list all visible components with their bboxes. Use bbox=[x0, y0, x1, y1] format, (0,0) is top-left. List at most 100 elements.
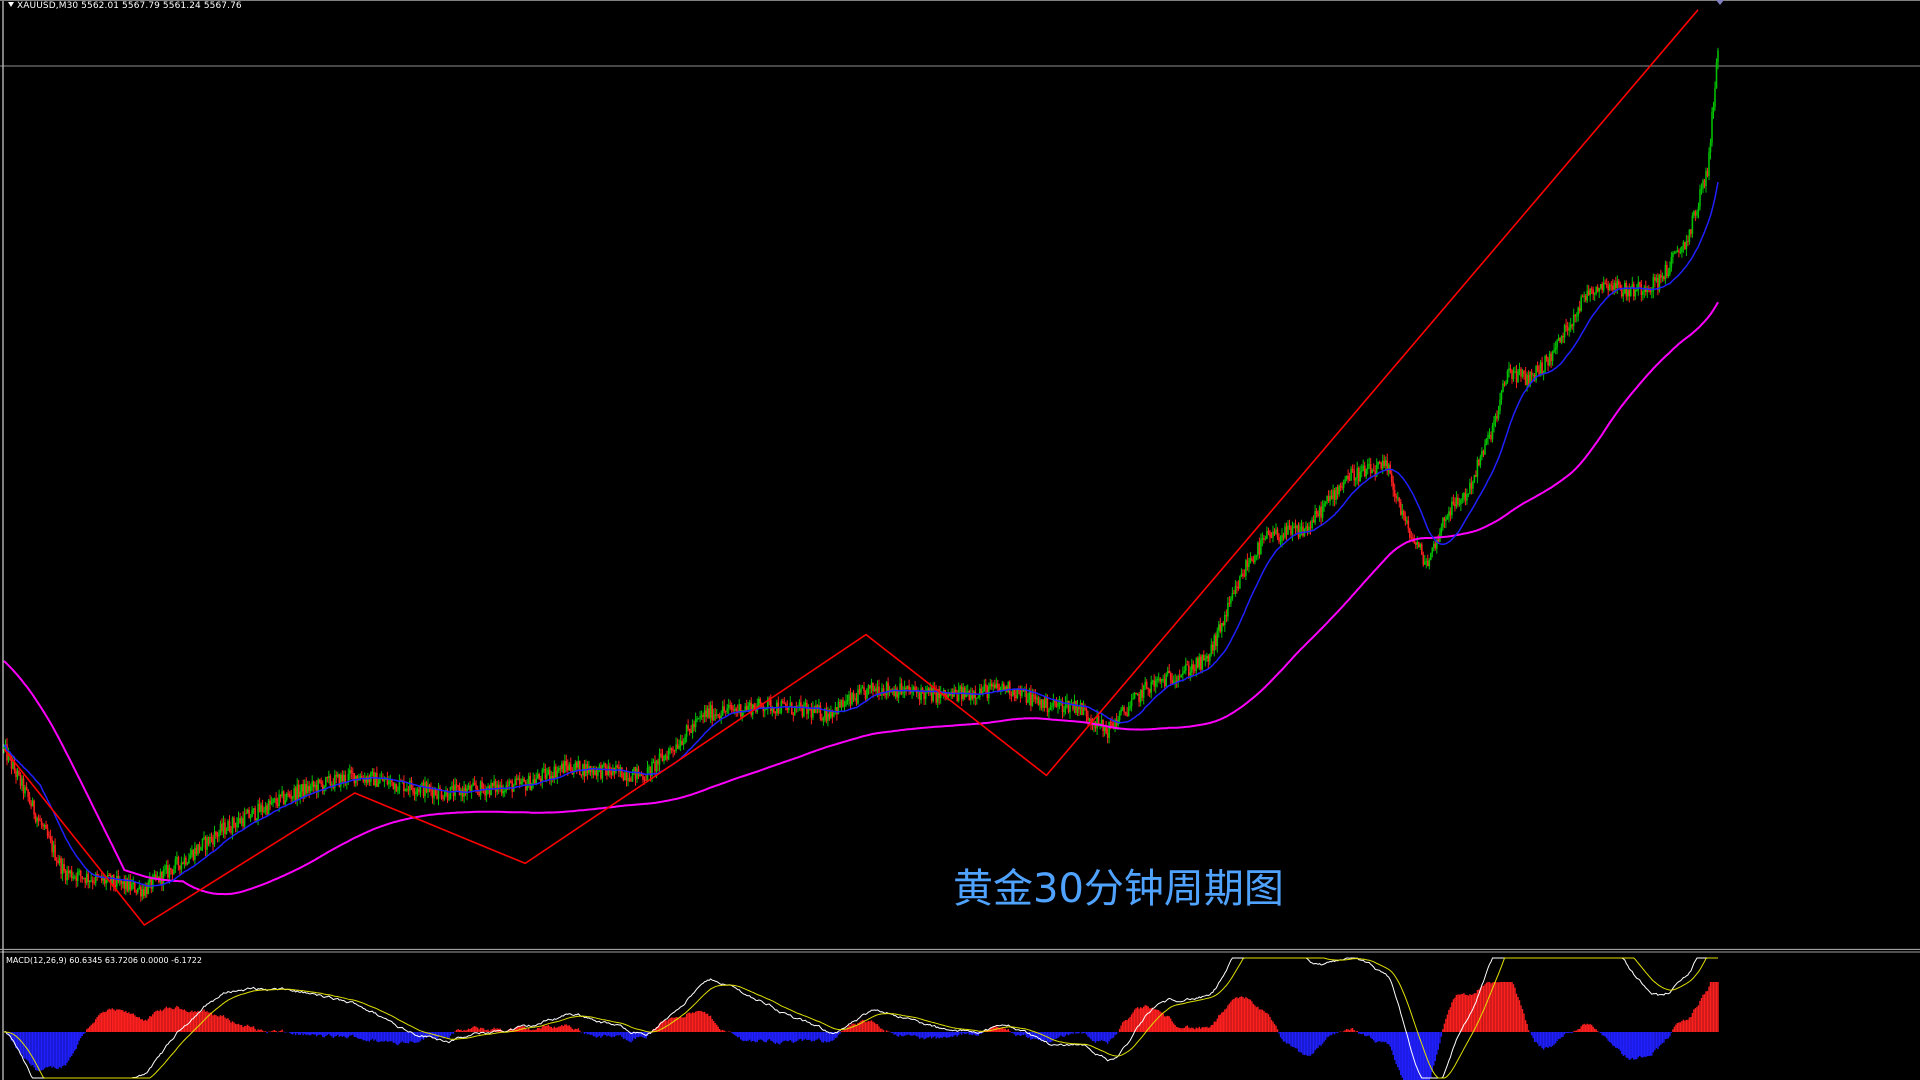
candle-body bbox=[1094, 722, 1097, 729]
candle-body bbox=[1326, 496, 1328, 502]
macd-pane[interactable] bbox=[0, 950, 1920, 1080]
candle-body bbox=[454, 784, 456, 796]
macd-histogram-bar bbox=[702, 1012, 704, 1032]
candle-body bbox=[1194, 669, 1196, 671]
candle-body bbox=[1031, 694, 1034, 706]
candle-body bbox=[276, 803, 279, 806]
macd-histogram-bar bbox=[475, 1026, 477, 1032]
candle-body bbox=[1619, 284, 1622, 289]
macd-histogram-bar bbox=[415, 1032, 417, 1043]
candle-body bbox=[246, 809, 249, 814]
macd-histogram-bar bbox=[800, 1032, 802, 1039]
macd-histogram-bar bbox=[1153, 1009, 1155, 1032]
macd-histogram-bar bbox=[1257, 1006, 1259, 1032]
macd-histogram-bar bbox=[1464, 994, 1467, 1032]
macd-histogram-bar bbox=[397, 1032, 399, 1046]
macd-histogram-bar bbox=[588, 1032, 590, 1034]
macd-histogram-bar bbox=[1696, 1006, 1698, 1032]
candle-body bbox=[595, 770, 598, 776]
candle-body bbox=[538, 774, 540, 779]
candle-body bbox=[684, 736, 686, 743]
macd-histogram-bar bbox=[120, 1010, 122, 1032]
macd-histogram-bar bbox=[1416, 1032, 1418, 1080]
macd-histogram-bar bbox=[779, 1032, 781, 1045]
macd-histogram-bar bbox=[1714, 982, 1716, 1032]
macd-histogram-bar bbox=[1628, 1032, 1630, 1060]
candle-body bbox=[1051, 705, 1053, 707]
candle-body bbox=[261, 805, 264, 813]
candle-body bbox=[325, 777, 327, 787]
macd-histogram-bar bbox=[1183, 1027, 1185, 1032]
macd-histogram-bar bbox=[1212, 1024, 1214, 1032]
macd-histogram-bar bbox=[1609, 1032, 1611, 1042]
macd-histogram-bar bbox=[96, 1016, 98, 1032]
candle-body bbox=[658, 753, 661, 765]
macd-histogram-bar bbox=[1297, 1032, 1300, 1052]
macd-histogram-bar bbox=[514, 1027, 516, 1032]
macd-histogram-bar bbox=[219, 1015, 222, 1032]
collapse-triangle-icon[interactable] bbox=[8, 2, 14, 7]
candle-body bbox=[1204, 658, 1207, 661]
candle-body bbox=[294, 788, 297, 801]
macd-histogram-bar bbox=[373, 1032, 375, 1041]
candle-body bbox=[902, 692, 904, 694]
candle-body bbox=[1108, 721, 1110, 738]
candle-body bbox=[739, 704, 742, 717]
macd-histogram-bar bbox=[735, 1032, 737, 1037]
candle-body bbox=[1236, 586, 1238, 588]
macd-histogram-bar bbox=[1394, 1032, 1396, 1060]
macd-histogram-bar bbox=[144, 1019, 146, 1032]
candle-body bbox=[1425, 561, 1428, 562]
macd-histogram-bar bbox=[897, 1032, 900, 1037]
macd-histogram-bar bbox=[1631, 1032, 1633, 1058]
macd-histogram-bar bbox=[1207, 1027, 1209, 1032]
candle-body bbox=[1290, 526, 1292, 535]
macd-histogram-bar bbox=[1515, 993, 1518, 1032]
candle-body bbox=[1314, 511, 1316, 523]
macd-histogram-bar bbox=[594, 1032, 596, 1037]
macd-histogram-bar bbox=[873, 1022, 876, 1032]
macd-histogram-bar bbox=[1353, 1030, 1355, 1032]
candle-body bbox=[243, 813, 246, 827]
macd-histogram-bar bbox=[1195, 1027, 1197, 1032]
candle-body bbox=[1440, 527, 1443, 533]
macd-histogram-bar bbox=[663, 1020, 665, 1032]
candle-body bbox=[1003, 683, 1005, 691]
price-chart-pane[interactable] bbox=[0, 0, 1920, 950]
candle-body bbox=[55, 860, 58, 862]
candle-body bbox=[379, 779, 381, 783]
macd-histogram-bar bbox=[816, 1032, 819, 1040]
macd-histogram-bar bbox=[931, 1032, 933, 1039]
candle-body bbox=[1230, 598, 1232, 604]
macd-histogram-bar bbox=[1221, 1012, 1223, 1032]
candle-body bbox=[1279, 541, 1282, 542]
candle-body bbox=[1443, 517, 1446, 522]
macd-histogram-bar bbox=[573, 1029, 575, 1032]
macd-histogram-bar bbox=[1624, 1032, 1626, 1056]
candle-body bbox=[207, 837, 210, 844]
macd-histogram-bar bbox=[485, 1030, 488, 1032]
macd-histogram-bar bbox=[307, 1032, 309, 1035]
macd-histogram-bar bbox=[1281, 1032, 1283, 1040]
macd-histogram-bar bbox=[349, 1032, 351, 1036]
candle-body bbox=[1120, 709, 1122, 713]
candle-body bbox=[702, 715, 704, 717]
macd-histogram-bar bbox=[815, 1032, 817, 1040]
macd-histogram-bar bbox=[946, 1032, 948, 1038]
candle-body bbox=[815, 705, 817, 713]
macd-histogram-bar bbox=[1682, 1019, 1685, 1032]
macd-histogram-bar bbox=[98, 1015, 100, 1032]
candle-body bbox=[997, 683, 999, 688]
candle-body bbox=[1169, 673, 1172, 680]
macd-histogram-bar bbox=[374, 1032, 377, 1040]
candle-body bbox=[1090, 718, 1092, 724]
macd-histogram-bar bbox=[1503, 982, 1506, 1032]
macd-histogram-bar bbox=[786, 1032, 788, 1042]
macd-histogram-bar bbox=[1657, 1032, 1659, 1049]
candle-body bbox=[433, 789, 435, 799]
candle-body bbox=[708, 708, 710, 718]
macd-histogram-bar bbox=[123, 1011, 125, 1032]
candle-body bbox=[535, 778, 537, 784]
candle-body bbox=[1460, 499, 1462, 504]
